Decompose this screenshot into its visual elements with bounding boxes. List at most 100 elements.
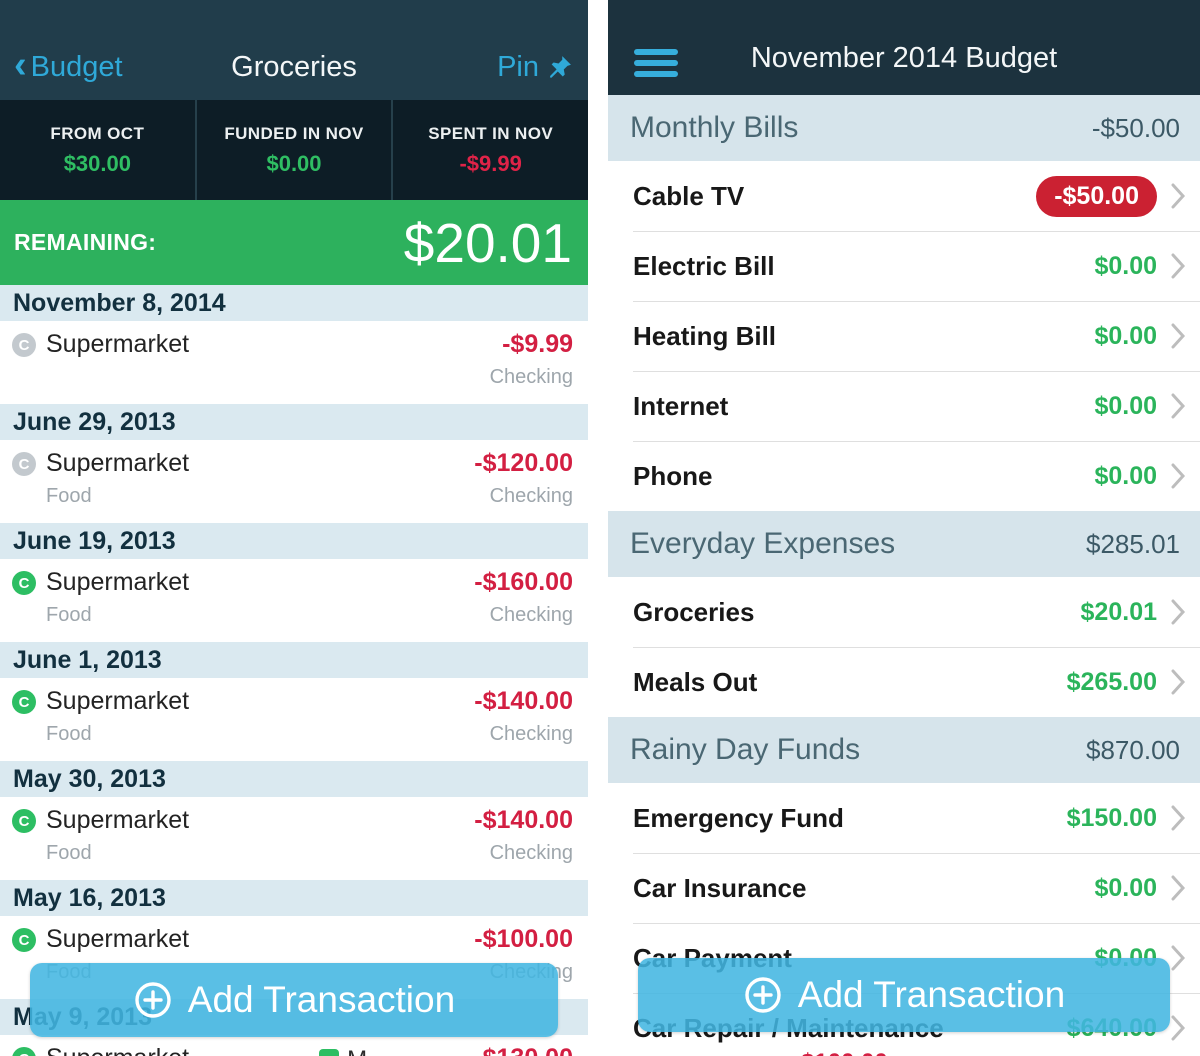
section-rows: Cable TV -$50.00 Electric Bill $0.00 Hea… [608,161,1200,511]
payee-block: Supermarket Food [46,568,189,642]
budget-category-row[interactable]: Phone $0.00 [608,441,1200,511]
budget-category-right: $0.00 [1094,874,1186,903]
pin-button[interactable]: Pin [497,51,572,84]
transaction-left: C Supermarket Food [12,687,189,761]
section-total: -$50.00 [1091,112,1180,143]
transaction-account: Checking [489,842,573,864]
transaction-list: November 8, 2014 C Supermarket -$9.99 Ch… [0,285,588,1056]
stat-value: -$9.99 [459,150,522,176]
transaction-amount: -$160.00 [474,568,573,596]
chevron-right-icon [1171,253,1186,279]
budget-category-row[interactable]: Electric Bill $0.00 [608,231,1200,301]
payee: Supermarket [46,925,190,953]
budget-section-list: Monthly Bills -$50.00 Cable TV -$50.00 E… [608,95,1200,1056]
budget-category-row[interactable]: Internet $0.00 [608,371,1200,441]
stat-column: FROM OCT $30.00 [0,100,195,200]
add-transaction-button-left[interactable]: Add Transaction [30,963,558,1037]
budget-category-row[interactable]: Meals Out $265.00 [608,647,1200,717]
transaction-row[interactable]: C Supermarket M... -$130.00 [0,1035,588,1056]
transaction-row[interactable]: C Supermarket Food -$140.00 Checking [0,678,588,761]
chevron-right-icon [1171,945,1186,971]
group-rows: C Supermarket Food -$140.00 Checking [0,678,588,761]
category: Food [46,485,92,507]
date-group: May 30, 2013 C Supermarket Food -$140.00… [0,761,588,880]
transaction-left: C Supermarket [12,1044,189,1056]
budget-category-row[interactable]: Heating Bill $0.00 [608,301,1200,371]
menu-icon[interactable] [634,49,678,77]
transaction-account: Checking [489,485,573,507]
transaction-row[interactable]: C Supermarket Food -$160.00 Checking [0,559,588,642]
budget-category-row[interactable]: Car Insurance $0.00 [608,853,1200,923]
transaction-row[interactable]: C Supermarket -$9.99 Checking [0,321,588,404]
remaining-label: REMAINING: [14,229,157,255]
payee: Supermarket [46,1044,189,1056]
budget-category-value: $265.00 [1066,667,1157,696]
payee-block: Supermarket [46,1044,189,1056]
date-header: June 29, 2013 [0,404,588,440]
chevron-right-icon [1171,669,1186,695]
category: Food [46,842,92,864]
back-to-budget-button[interactable]: ‹ Budget [14,46,123,84]
budget-category-name: Cable TV [633,180,745,211]
budget-category-name: Electric Bill [633,250,775,281]
date-header: June 1, 2013 [0,642,588,678]
budget-category-name: Phone [633,460,713,491]
budget-category-row[interactable]: Emergency Fund $150.00 [608,783,1200,853]
budget-title: November 2014 Budget [750,42,1058,74]
section-total: $870.00 [1086,734,1180,765]
stat-value: $30.00 [63,150,131,176]
section-rows: Groceries $20.01 Meals Out $265.00 [608,577,1200,717]
section-name: Rainy Day Funds [630,733,861,766]
transaction-row[interactable]: C Supermarket Food -$140.00 Checking [0,797,588,880]
right-nav-bar: November 2014 Budget [608,0,1200,95]
budget-category-right: -$50.00 [1036,175,1186,217]
stat-column: SPENT IN NOV -$9.99 [391,100,588,200]
budget-category-row[interactable]: Cable TV -$50.00 [608,161,1200,231]
budget-category-row[interactable]: Groceries $20.01 [608,577,1200,647]
payee: Supermarket [46,330,190,358]
date-group: June 29, 2013 C Supermarket Food -$120.0… [0,404,588,523]
budget-section: Monthly Bills -$50.00 Cable TV -$50.00 E… [608,95,1200,511]
cleared-icon: C [12,690,36,714]
circle-plus-icon [745,977,781,1013]
cleared-icon: C [12,452,36,476]
budget-category-value: $0.00 [1094,251,1157,280]
transaction-right: -$9.99 Checking [490,330,573,404]
budget-category-value: $0.00 [1094,321,1157,350]
add-transaction-button-right[interactable]: Add Transaction [638,958,1170,1032]
transaction-amount: -$120.00 [474,449,573,477]
category: Food [46,723,92,745]
budget-category-name: Emergency Fund [633,802,844,833]
budget-category-right: $0.00 [1094,322,1186,351]
transaction-row[interactable]: C Supermarket Food -$120.00 Checking [0,440,588,523]
payee-block: Supermarket Food [46,687,189,761]
transaction-amount: -$9.99 [502,330,573,358]
budget-category-value: $150.00 [1066,803,1157,832]
chevron-right-icon [1171,599,1186,625]
budget-category-name: Heating Bill [633,320,777,351]
chevron-right-icon [1171,1015,1186,1041]
section-total: $285.01 [1086,528,1180,559]
transaction-account: Checking [489,604,573,626]
memo-text: M... [347,1046,387,1056]
remaining-value: $20.01 [403,211,572,274]
stat-column: FUNDED IN NOV $0.00 [194,100,392,200]
transaction-right: -$120.00 Checking [474,449,573,523]
transaction-amount: -$140.00 [474,687,573,715]
group-rows: C Supermarket Food -$120.00 Checking [0,440,588,523]
date-header: November 8, 2014 [0,285,588,321]
budget-category-name: Meals Out [633,666,758,697]
budget-category-right: $0.00 [1094,392,1186,421]
payee: Supermarket [46,449,190,477]
budget-category-name: Groceries [633,596,755,627]
category-detail-screen: ‹ Budget Groceries Pin FROM OCT $30.00 F… [0,0,588,1056]
memo-block: M... [319,1046,387,1056]
cleared-icon: C [12,333,36,357]
transaction-account: Checking [489,723,573,745]
budget-category-right: $150.00 [1067,804,1186,833]
stat-value: $0.00 [266,150,322,176]
cleared-icon: C [12,809,36,833]
chevron-right-icon [1171,875,1186,901]
budget-section: Everyday Expenses $285.01 Groceries $20.… [608,511,1200,717]
transaction-amount: -$100.00 [474,925,573,953]
